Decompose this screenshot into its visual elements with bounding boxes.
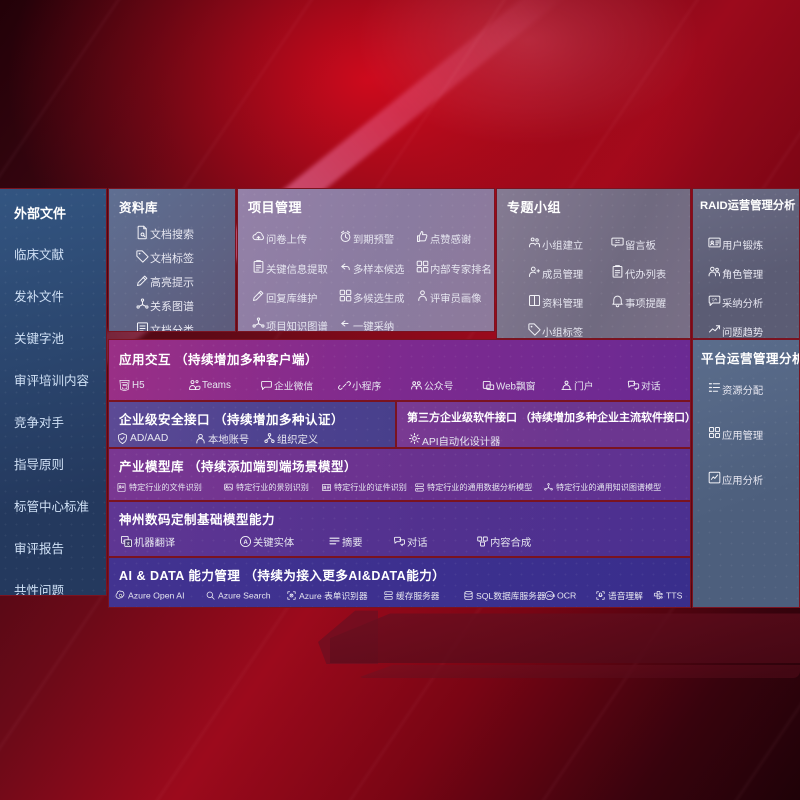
svg-text:OCR: OCR <box>547 594 555 598</box>
svg-text:A: A <box>243 539 248 546</box>
svg-text:QA: QA <box>712 298 718 302</box>
svg-text:文: 文 <box>125 541 130 546</box>
